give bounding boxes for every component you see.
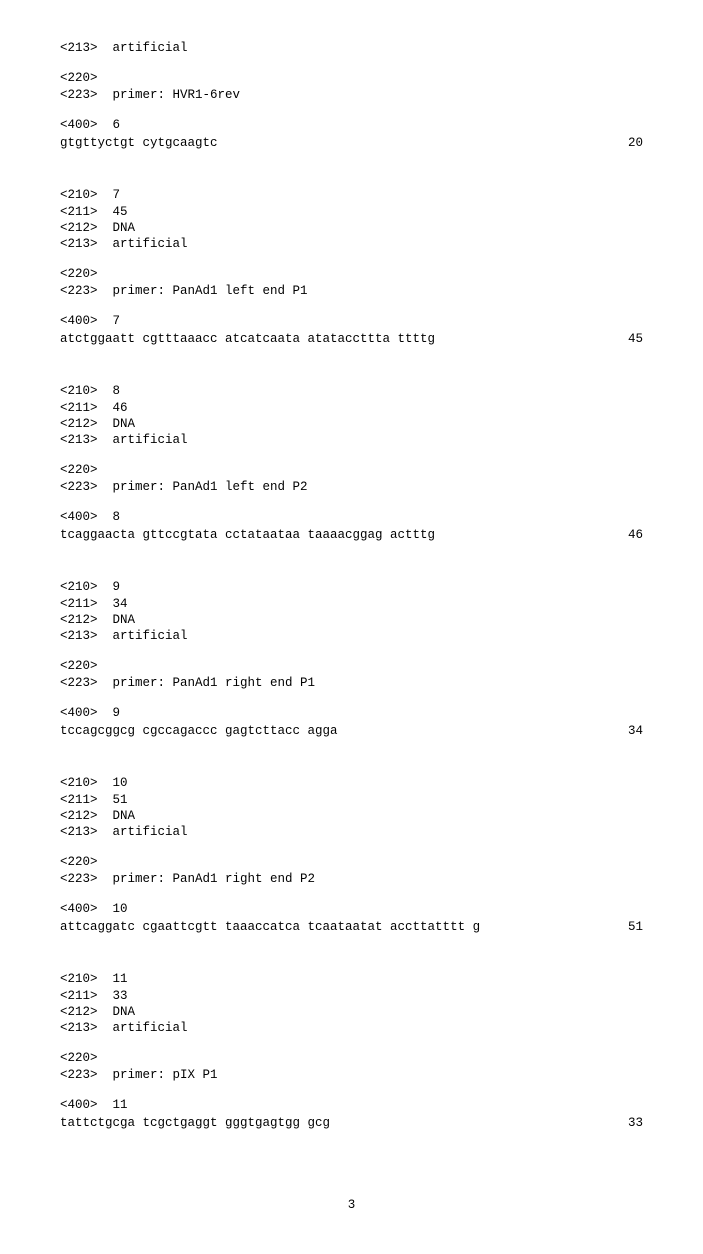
tag-220: <220> (60, 70, 643, 86)
tag-210: <210> 9 (60, 579, 643, 595)
tag-212: <212> DNA (60, 1004, 643, 1020)
sequence-length: 45 (608, 331, 643, 347)
sequence-text: tcaggaacta gttccgtata cctataataa taaaacg… (60, 527, 435, 543)
tag-210: <210> 11 (60, 971, 643, 987)
tag-210: <210> 8 (60, 383, 643, 399)
tag-213: <213> artificial (60, 628, 643, 644)
tag-220: <220> (60, 854, 643, 870)
sequence-text: atctggaatt cgtttaaacc atcatcaata atatacc… (60, 331, 435, 347)
tag-400: <400> 6 (60, 117, 643, 133)
tag-223: <223> primer: HVR1-6rev (60, 87, 643, 103)
tag-223: <223> primer: pIX P1 (60, 1067, 643, 1083)
tag-213: <213> artificial (60, 1020, 643, 1036)
tag-220: <220> (60, 658, 643, 674)
tag-220: <220> (60, 1050, 643, 1066)
tag-400: <400> 8 (60, 509, 643, 525)
tag-400: <400> 9 (60, 705, 643, 721)
sequence-text: gtgttyctgt cytgcaagtc (60, 135, 218, 151)
tag-400: <400> 10 (60, 901, 643, 917)
tag-212: <212> DNA (60, 808, 643, 824)
sequence-row: tattctgcga tcgctgaggt gggtgagtgg gcg 33 (60, 1115, 643, 1131)
tag-210: <210> 10 (60, 775, 643, 791)
sequence-length: 51 (608, 919, 643, 935)
sequence-text: tccagcggcg cgccagaccc gagtcttacc agga (60, 723, 338, 739)
tag-212: <212> DNA (60, 220, 643, 236)
sequence-entry: <210> 9<211> 34<212> DNA<213> artificial… (60, 579, 643, 739)
tag-211: <211> 34 (60, 596, 643, 612)
tag-210: <210> 7 (60, 187, 643, 203)
tag-220: <220> (60, 266, 643, 282)
sequence-length: 20 (608, 135, 643, 151)
sequence-row: tcaggaacta gttccgtata cctataataa taaaacg… (60, 527, 643, 543)
tag-400: <400> 7 (60, 313, 643, 329)
tag-223: <223> primer: PanAd1 left end P1 (60, 283, 643, 299)
tag-220: <220> (60, 462, 643, 478)
tag-211: <211> 33 (60, 988, 643, 1004)
tag-213: <213> artificial (60, 432, 643, 448)
tag-223: <223> primer: PanAd1 right end P1 (60, 675, 643, 691)
sequence-row: atctggaatt cgtttaaacc atcatcaata atatacc… (60, 331, 643, 347)
sequence-entry: <210> 8<211> 46<212> DNA<213> artificial… (60, 383, 643, 543)
sequence-row: tccagcggcg cgccagaccc gagtcttacc agga 34 (60, 723, 643, 739)
sequence-row: attcaggatc cgaattcgtt taaaccatca tcaataa… (60, 919, 643, 935)
tag-212: <212> DNA (60, 416, 643, 432)
sequence-text: tattctgcga tcgctgaggt gggtgagtgg gcg (60, 1115, 330, 1131)
tag-400: <400> 11 (60, 1097, 643, 1113)
sequence-entry: <210> 10<211> 51<212> DNA<213> artificia… (60, 775, 643, 935)
sequence-entry: <210> 11<211> 33<212> DNA<213> artificia… (60, 971, 643, 1131)
sequence-entry-preamble: <213> artificial <220> <223> primer: HVR… (60, 40, 643, 151)
tag-223: <223> primer: PanAd1 right end P2 (60, 871, 643, 887)
tag-211: <211> 51 (60, 792, 643, 808)
tag-213: <213> artificial (60, 824, 643, 840)
tag-213: <213> artificial (60, 236, 643, 252)
tag-211: <211> 46 (60, 400, 643, 416)
tag-223: <223> primer: PanAd1 left end P2 (60, 479, 643, 495)
sequence-row: gtgttyctgt cytgcaagtc 20 (60, 135, 643, 151)
page-number: 3 (60, 1197, 643, 1213)
sequence-length: 33 (608, 1115, 643, 1131)
sequence-entry: <210> 7<211> 45<212> DNA<213> artificial… (60, 187, 643, 347)
tag-212: <212> DNA (60, 612, 643, 628)
tag-213: <213> artificial (60, 40, 643, 56)
sequence-length: 46 (608, 527, 643, 543)
sequence-length: 34 (608, 723, 643, 739)
sequence-text: attcaggatc cgaattcgtt taaaccatca tcaataa… (60, 919, 480, 935)
tag-211: <211> 45 (60, 204, 643, 220)
